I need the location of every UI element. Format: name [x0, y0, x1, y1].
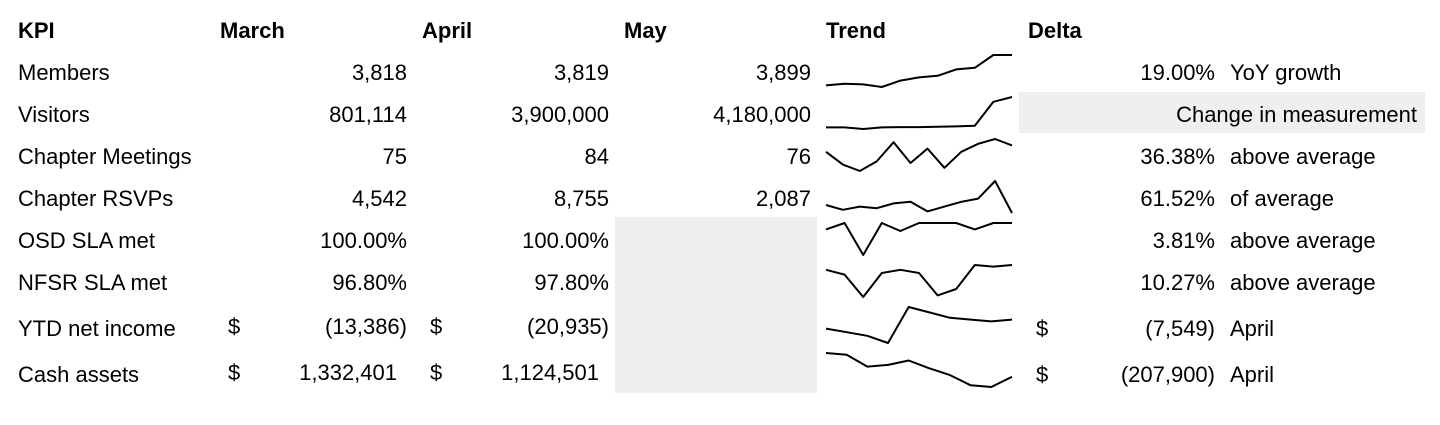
delta-value: 10.27%: [1140, 270, 1215, 295]
may-value: 76: [786, 144, 811, 169]
april-value: 84: [584, 144, 609, 169]
delta-value: 36.38%: [1140, 144, 1215, 169]
april-value: 8,755: [553, 186, 609, 211]
header-trend: Trend: [826, 18, 886, 43]
trend-sparkline: [825, 352, 1013, 388]
april-value: 97.80%: [534, 270, 609, 295]
header-delta: Delta: [1028, 18, 1082, 43]
march-value: 3,818: [351, 60, 407, 85]
trend-sparkline: [825, 222, 1012, 256]
trend-sparkline: [826, 96, 1013, 130]
trend-line: [825, 306, 1013, 344]
delta-value: 19.00%: [1140, 60, 1215, 85]
kpi-label: Visitors: [18, 102, 90, 127]
header-march: March: [220, 18, 285, 43]
delta-note: above average: [1230, 270, 1376, 295]
delta-note: of average: [1230, 186, 1334, 211]
delta-currency: $: [1036, 362, 1049, 387]
april-value: 1,124,501: [501, 360, 599, 385]
may-value: 4,180,000: [713, 102, 811, 127]
march-currency: $: [228, 360, 241, 385]
delta-note: April: [1230, 316, 1275, 341]
delta-note: YoY growth: [1230, 60, 1342, 85]
trend-line: [825, 180, 1013, 214]
kpi-label: OSD SLA met: [18, 228, 155, 253]
header-may: May: [624, 18, 667, 43]
kpi-label: Cash assets: [18, 362, 140, 387]
trend-line: [825, 138, 1013, 172]
trend-sparkline: [825, 264, 1013, 298]
april-value: 3,900,000: [511, 102, 609, 127]
trend-sparkline: [825, 54, 1012, 88]
delta-message: Change in measurement: [1176, 102, 1417, 127]
march-value: 96.80%: [332, 270, 407, 295]
april-currency: $: [430, 314, 443, 339]
kpi-label: Chapter RSVPs: [18, 186, 174, 211]
march-value: 801,114: [329, 102, 407, 127]
trend-sparkline: [825, 180, 1013, 214]
delta-note: above average: [1230, 228, 1376, 253]
delta-value: 61.52%: [1140, 186, 1215, 211]
march-value: 75: [382, 144, 407, 169]
trend-sparkline: [825, 306, 1013, 344]
april-value: 3,819: [553, 60, 609, 85]
march-value: 4,542: [351, 186, 407, 211]
kpi-label: Chapter Meetings: [18, 144, 192, 169]
trend-line: [825, 264, 1013, 298]
header-kpi: KPI: [18, 18, 55, 43]
march-value: (13,386): [325, 314, 407, 339]
kpi-label: Members: [18, 60, 110, 85]
may-value: 3,899: [755, 60, 811, 85]
trend-line: [825, 222, 1012, 256]
delta-note: above average: [1230, 144, 1376, 169]
may-value: 2,087: [755, 186, 811, 211]
april-value: 100.00%: [522, 228, 609, 253]
delta-currency: $: [1036, 316, 1049, 341]
kpi-label: NFSR SLA met: [18, 270, 168, 295]
delta-value: 3.81%: [1152, 228, 1215, 253]
trend-line: [826, 96, 1013, 130]
delta-value: (207,900): [1120, 362, 1215, 387]
delta-highlight-cell: [1019, 92, 1425, 133]
march-currency: $: [228, 314, 241, 339]
april-value: (20,935): [527, 314, 609, 339]
trend-sparkline: [825, 138, 1013, 172]
delta-note: April: [1230, 362, 1275, 387]
delta-value: (7,549): [1145, 316, 1215, 341]
trend-line: [825, 54, 1012, 88]
march-value: 1,332,401: [299, 360, 397, 385]
trend-line: [825, 352, 1013, 388]
march-value: 100.00%: [320, 228, 407, 253]
header-april: April: [422, 18, 473, 43]
april-currency: $: [430, 360, 443, 385]
kpi-label: YTD net income: [18, 316, 176, 341]
may-empty-cells: [615, 217, 817, 393]
